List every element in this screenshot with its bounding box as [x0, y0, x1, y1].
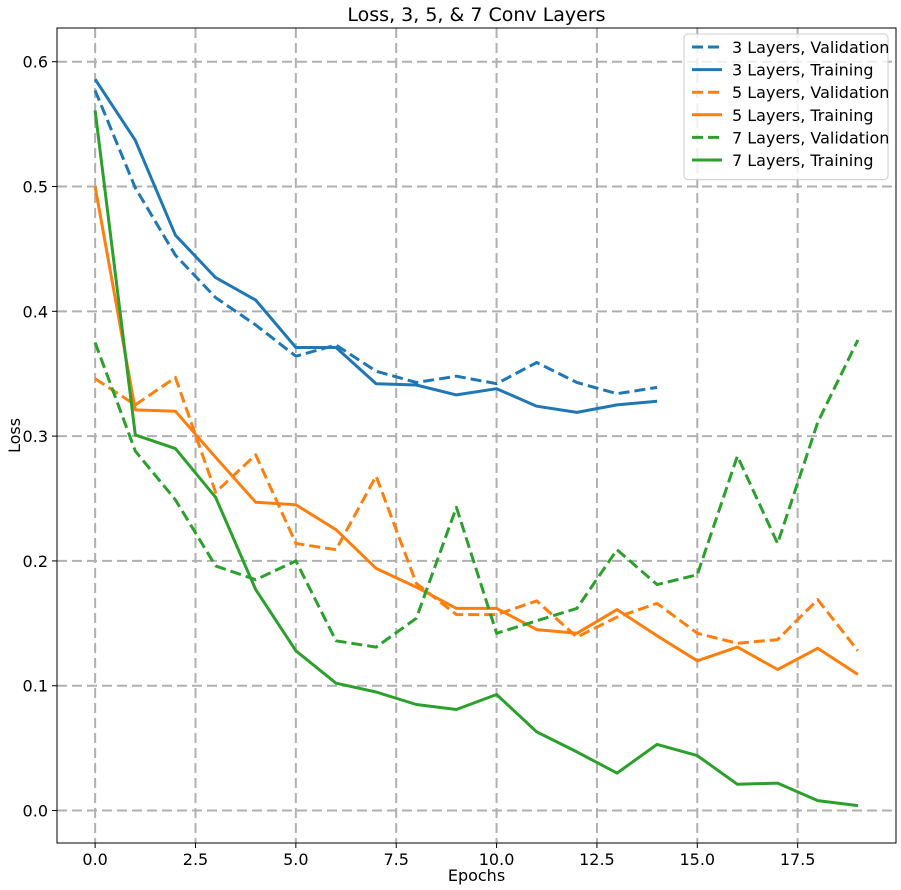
- legend-label: 7 Layers, Validation: [732, 128, 889, 147]
- series-line-7-layers-training: [93, 110, 859, 808]
- legend-label: 5 Layers, Training: [732, 106, 874, 125]
- y-tick-label: 0.2: [23, 552, 48, 571]
- legend-label: 3 Layers, Validation: [732, 38, 889, 57]
- y-tick-label: 0.0: [23, 802, 48, 821]
- y-tick-label: 0.4: [23, 302, 48, 321]
- legend-box: [683, 33, 889, 181]
- plot-frame: [56, 27, 897, 844]
- legend-label: 7 Layers, Training: [732, 151, 874, 170]
- legend-label: 3 Layers, Training: [732, 61, 874, 80]
- x-tick-label: 12.5: [579, 850, 615, 869]
- y-tick-label: 0.1: [23, 677, 48, 696]
- series-line-5-layers-validation: [94, 376, 860, 652]
- series-line-3-layers-validation: [93, 89, 658, 396]
- legend: 3 Layers, Validation 3 Layers, Training 5 …: [683, 33, 889, 181]
- x-axis-label: Epochs: [448, 866, 505, 885]
- series-line-5-layers-training: [93, 186, 859, 676]
- x-tick-label: 17.5: [780, 850, 816, 869]
- y-axis-label: Loss: [5, 418, 24, 453]
- x-tick-label: 10.0: [479, 850, 515, 869]
- y-tick-label: 0.3: [23, 427, 48, 446]
- y-tick-label: 0.5: [23, 178, 48, 197]
- ticks: 0.0 2.5 5.0 7.5 10.0 12.5 15.0 17.5 0.0 0.1 0.2 0.3…: [23, 53, 816, 869]
- x-tick-label: 2.5: [183, 850, 208, 869]
- series-line-7-layers-validation: [93, 339, 860, 649]
- y-tick-label: 0.6: [23, 53, 48, 72]
- x-tick-label: 15.0: [679, 850, 715, 869]
- series-line-3-layers-training: [93, 78, 658, 414]
- series-lines: [93, 78, 860, 808]
- x-tick-label: 7.5: [383, 850, 408, 869]
- x-tick-label: 5.0: [283, 850, 308, 869]
- x-tick-label: 0.0: [82, 850, 107, 869]
- chart-title: Loss, 3, 5, & 7 Conv Layers: [347, 4, 605, 26]
- legend-label: 5 Layers, Validation: [732, 83, 889, 102]
